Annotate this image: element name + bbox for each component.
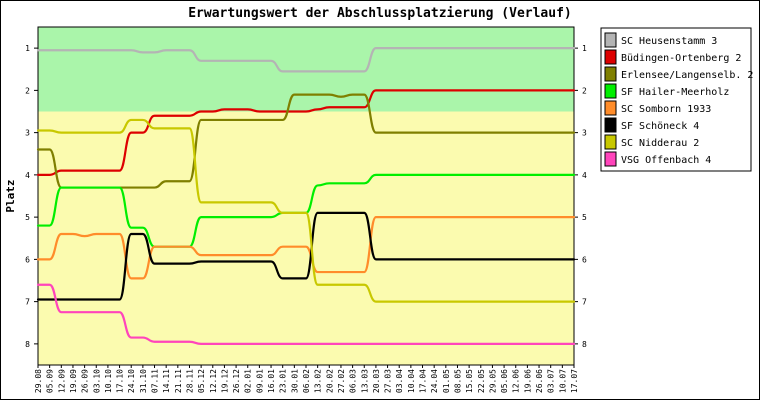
x-tick-label-11: 14.11 xyxy=(162,369,171,393)
y-tick-label-right-6: 6 xyxy=(582,255,587,264)
x-tick-label-4: 26.09 xyxy=(81,369,90,393)
legend-swatch-6 xyxy=(604,134,617,150)
y-tick-label-right-7: 7 xyxy=(582,298,587,307)
x-tick-label-8: 24.10 xyxy=(127,369,136,393)
x-tick-label-7: 17.10 xyxy=(116,369,125,393)
x-tick-label-30: 27.03 xyxy=(384,369,393,393)
legend-label-2: Erlensee/Langenselb. 2 xyxy=(621,70,753,81)
x-tick-label-6: 10.10 xyxy=(104,369,113,393)
series-line-6 xyxy=(36,118,576,303)
series-line-7 xyxy=(36,283,576,345)
x-tick-label-19: 09.01 xyxy=(255,369,264,393)
x-tick-label-25: 20.02 xyxy=(325,369,334,393)
x-tick-label-34: 24.04 xyxy=(430,369,439,393)
x-tick-label-22: 30.01 xyxy=(290,369,299,393)
series-line-0 xyxy=(36,47,576,73)
x-tick-label-43: 26.06 xyxy=(535,369,544,393)
y-tick-label-right-5: 5 xyxy=(582,213,587,222)
x-tick-label-44: 03.07 xyxy=(547,369,556,393)
y-tick-label-right-8: 8 xyxy=(582,340,587,349)
y-tick-label-right-4: 4 xyxy=(582,171,587,180)
plot-area: 1 12 23 34 45 56 67 78 829.08 05.09 12.09 19.09 26.0… xyxy=(25,26,587,393)
x-tick-label-13: 28.11 xyxy=(185,369,194,393)
y-tick-label-right-2: 2 xyxy=(582,86,587,95)
x-tick-label-40: 05.06 xyxy=(500,369,509,393)
series-line-1 xyxy=(36,89,576,176)
x-tick-label-41: 12.06 xyxy=(512,369,521,393)
x-tick-label-32: 10.04 xyxy=(407,369,416,393)
x-tick-label-39: 29.05 xyxy=(488,369,497,393)
x-tick-label-36: 08.05 xyxy=(453,369,462,393)
legend: SC Heusenstamm 3 Büdingen-Ortenberg 2 Erle… xyxy=(600,27,753,172)
x-tick-label-3: 19.09 xyxy=(69,369,78,393)
x-tick-label-20: 16.01 xyxy=(267,369,276,393)
x-tick-label-46: 17.07 xyxy=(570,369,579,393)
y-tick-label-left-6: 6 xyxy=(25,255,30,264)
series-line-2 xyxy=(36,93,576,189)
y-tick-label-left-3: 3 xyxy=(25,129,30,138)
x-tick-label-45: 10.07 xyxy=(558,369,567,393)
x-tick-label-33: 17.04 xyxy=(419,369,428,393)
x-tick-label-29: 20.03 xyxy=(372,369,381,393)
y-tick-label-left-1: 1 xyxy=(25,44,30,53)
x-tick-label-18: 02.01 xyxy=(244,369,253,393)
x-tick-label-23: 06.02 xyxy=(302,369,311,393)
x-tick-label-42: 19.06 xyxy=(523,369,532,393)
y-tick-label-left-8: 8 xyxy=(25,340,30,349)
x-tick-label-26: 27.02 xyxy=(337,369,346,393)
legend-swatch-3 xyxy=(604,83,617,99)
x-tick-label-38: 22.05 xyxy=(477,369,486,393)
series-line-5 xyxy=(36,211,576,301)
legend-label-6: SC Nidderau 2 xyxy=(621,138,699,149)
x-tick-label-10: 07.11 xyxy=(151,369,160,393)
legend-box xyxy=(600,27,752,172)
y-tick-label-left-7: 7 xyxy=(25,298,30,307)
x-tick-label-12: 21.11 xyxy=(174,369,183,393)
legend-swatch-1 xyxy=(604,49,617,65)
x-tick-label-1: 05.09 xyxy=(46,369,55,393)
x-tick-label-31: 03.04 xyxy=(395,369,404,393)
y-tick-label-left-2: 2 xyxy=(25,86,30,95)
legend-swatch-4 xyxy=(604,100,617,116)
x-tick-label-17: 26.12 xyxy=(232,369,241,393)
series-line-3 xyxy=(36,173,576,248)
x-tick-label-27: 06.03 xyxy=(349,369,358,393)
y-tick-label-right-3: 3 xyxy=(582,129,587,138)
y-tick-label-left-5: 5 xyxy=(25,213,30,222)
x-tick-label-9: 31.10 xyxy=(139,369,148,393)
legend-swatch-5 xyxy=(604,117,617,133)
zone-band-1 xyxy=(38,111,574,365)
x-tick-label-14: 05.12 xyxy=(197,369,206,393)
series-line-4 xyxy=(36,216,576,280)
legend-label-7: VSG Offenbach 4 xyxy=(621,155,711,166)
x-tick-label-5: 03.10 xyxy=(92,369,101,393)
legend-label-1: Büdingen-Ortenberg 2 xyxy=(621,53,741,64)
x-tick-label-15: 12.12 xyxy=(209,369,218,393)
x-tick-label-2: 12.09 xyxy=(57,369,66,393)
chart-title: Erwartungswert der Abschlussplatzierung … xyxy=(188,6,572,21)
y-axis-label: Platz xyxy=(4,179,17,212)
legend-label-3: SF Hailer-Meerholz xyxy=(621,87,729,98)
x-tick-label-16: 19.12 xyxy=(220,369,229,393)
legend-swatch-0 xyxy=(604,32,617,48)
x-tick-label-28: 13.03 xyxy=(360,369,369,393)
legend-label-5: SF Schöneck 4 xyxy=(621,121,699,132)
x-tick-label-24: 13.02 xyxy=(314,369,323,393)
legend-swatch-2 xyxy=(604,66,617,82)
y-tick-label-left-4: 4 xyxy=(25,171,30,180)
zone-band-0 xyxy=(38,27,574,112)
legend-swatch-7 xyxy=(604,151,617,167)
x-tick-label-37: 15.05 xyxy=(465,369,474,393)
legend-label-4: SC Somborn 1933 xyxy=(621,104,711,115)
x-tick-label-0: 29.08 xyxy=(34,369,43,393)
x-tick-label-21: 23.01 xyxy=(279,369,288,393)
y-tick-label-right-1: 1 xyxy=(582,44,587,53)
x-tick-label-35: 01.05 xyxy=(442,369,451,393)
legend-label-0: SC Heusenstamm 3 xyxy=(621,36,717,47)
